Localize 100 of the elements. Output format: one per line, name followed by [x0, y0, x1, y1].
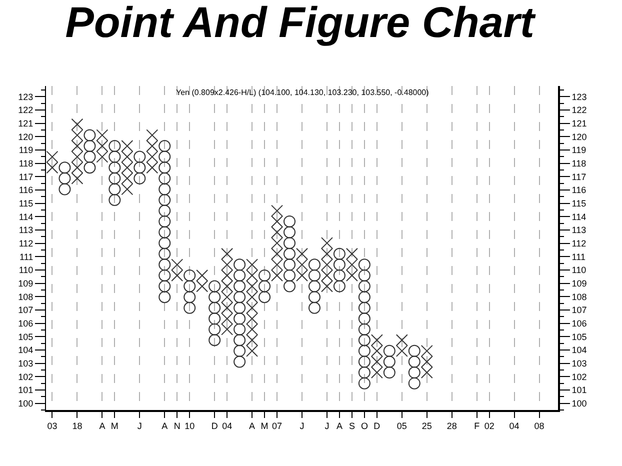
- x-tick-label: A: [162, 420, 168, 431]
- point: [346, 269, 358, 282]
- point: [108, 194, 121, 206]
- y2-tick-label: 116: [572, 185, 586, 196]
- point: [171, 269, 184, 282]
- point: [121, 140, 134, 152]
- point: [420, 356, 433, 368]
- point: [158, 248, 171, 260]
- point: [271, 215, 284, 228]
- y2-tick-label: 117: [572, 172, 586, 182]
- point: [246, 280, 258, 292]
- point: [108, 150, 121, 163]
- y-tick-label: 103: [18, 358, 34, 368]
- x-tick-label: S: [348, 420, 355, 431]
- point: [333, 269, 346, 282]
- y-tick-label: 102: [18, 372, 34, 382]
- point: [308, 291, 320, 304]
- point: [71, 150, 84, 163]
- y-tick-label: 119: [18, 145, 34, 156]
- point: [358, 334, 370, 346]
- point: [71, 162, 84, 174]
- point: [221, 291, 234, 304]
- point: [146, 150, 158, 163]
- y2-tick-label: 112: [572, 238, 586, 248]
- point: [58, 183, 71, 196]
- point: [221, 280, 234, 292]
- point: [146, 140, 158, 152]
- point: [158, 226, 171, 238]
- y-tick-label: 113: [18, 225, 34, 236]
- point: [271, 237, 284, 250]
- point: [208, 280, 221, 292]
- point: [208, 291, 221, 304]
- point: [284, 258, 296, 271]
- point: [158, 140, 171, 152]
- x-tick-label: M: [110, 420, 118, 431]
- point: [58, 172, 71, 184]
- point: [358, 366, 370, 379]
- point: [134, 172, 146, 184]
- y2-tick-label: 104: [572, 345, 587, 356]
- point: [370, 334, 383, 346]
- x-tick-label: O: [360, 420, 368, 431]
- x-tick-label: 08: [534, 420, 544, 431]
- x-tick-label: 28: [446, 420, 457, 431]
- point: [96, 129, 108, 142]
- point: [184, 291, 196, 304]
- point: [58, 162, 71, 174]
- x-tick-label: 25: [422, 420, 432, 431]
- point: [246, 334, 258, 346]
- point: [358, 280, 370, 292]
- point: [246, 269, 258, 282]
- point: [158, 162, 171, 174]
- point: [221, 248, 234, 260]
- y-tick-label: 104: [18, 345, 34, 356]
- point: [71, 129, 84, 142]
- x-tick-label: 03: [47, 420, 58, 431]
- point: [271, 269, 284, 282]
- point: [320, 269, 333, 282]
- point: [84, 162, 96, 174]
- point: [96, 150, 108, 163]
- x-tick-label: M: [260, 420, 268, 431]
- point: [284, 237, 296, 250]
- point: [71, 140, 84, 152]
- point: [158, 172, 171, 184]
- chart-title: Point And Figure Chart: [65, 0, 536, 48]
- y-tick-label: 116: [18, 185, 34, 196]
- x-tick-label: 05: [396, 420, 407, 431]
- y-tick-label: 114: [18, 212, 34, 222]
- point: [234, 291, 246, 304]
- point: [158, 183, 171, 196]
- point: [171, 258, 184, 271]
- y2-tick-label: 105: [572, 332, 587, 342]
- point: [158, 237, 171, 250]
- x-tick-label: A: [249, 420, 256, 431]
- point: [383, 344, 396, 357]
- point: [234, 312, 246, 325]
- x-tick-label: 04: [222, 420, 232, 431]
- point: [396, 334, 408, 346]
- x-tick-label: J: [137, 420, 142, 431]
- point: [308, 258, 320, 271]
- x-tick-label: 07: [272, 420, 282, 431]
- point: [234, 344, 246, 357]
- y-tick-label: 108: [18, 292, 34, 302]
- y-tick-label: 122: [18, 105, 34, 116]
- point: [184, 302, 196, 314]
- point: [121, 183, 134, 196]
- point: [296, 269, 308, 282]
- point: [346, 258, 358, 271]
- point: [158, 215, 171, 228]
- point: [221, 258, 234, 271]
- x-tick-label: 02: [484, 420, 494, 431]
- point: [320, 280, 333, 292]
- point: [84, 140, 96, 152]
- point: [208, 334, 221, 346]
- point: [333, 280, 346, 292]
- x-tick-label: D: [374, 420, 381, 431]
- x-tick-label: J: [300, 420, 304, 431]
- y2-tick-label: 110: [572, 265, 586, 276]
- point: [284, 215, 296, 228]
- point: [420, 366, 433, 379]
- y-tick-label: 120: [18, 132, 34, 142]
